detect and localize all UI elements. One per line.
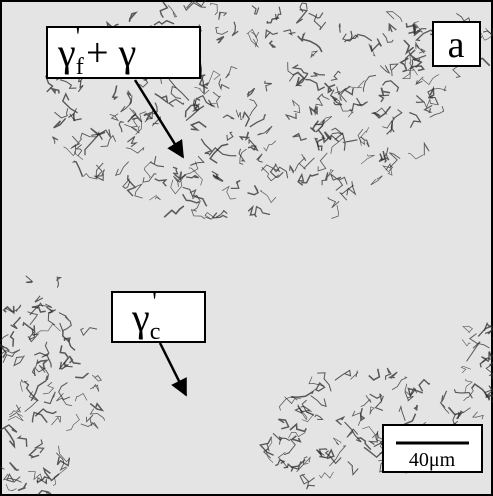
superscript: ' <box>152 289 156 315</box>
micrograph: γf'+ γ a γc' 40μm <box>0 0 493 496</box>
superscript: ' <box>76 24 80 50</box>
panel-label: a <box>448 24 465 66</box>
symbol: γ <box>57 30 76 75</box>
phase-label: γf '+ γ <box>57 24 136 80</box>
suffix: + γ <box>86 30 136 75</box>
scale-bar-label: 40μm <box>409 449 456 471</box>
subscript: f <box>76 54 84 80</box>
symbol: γ <box>131 295 150 340</box>
subscript: c <box>150 319 161 345</box>
